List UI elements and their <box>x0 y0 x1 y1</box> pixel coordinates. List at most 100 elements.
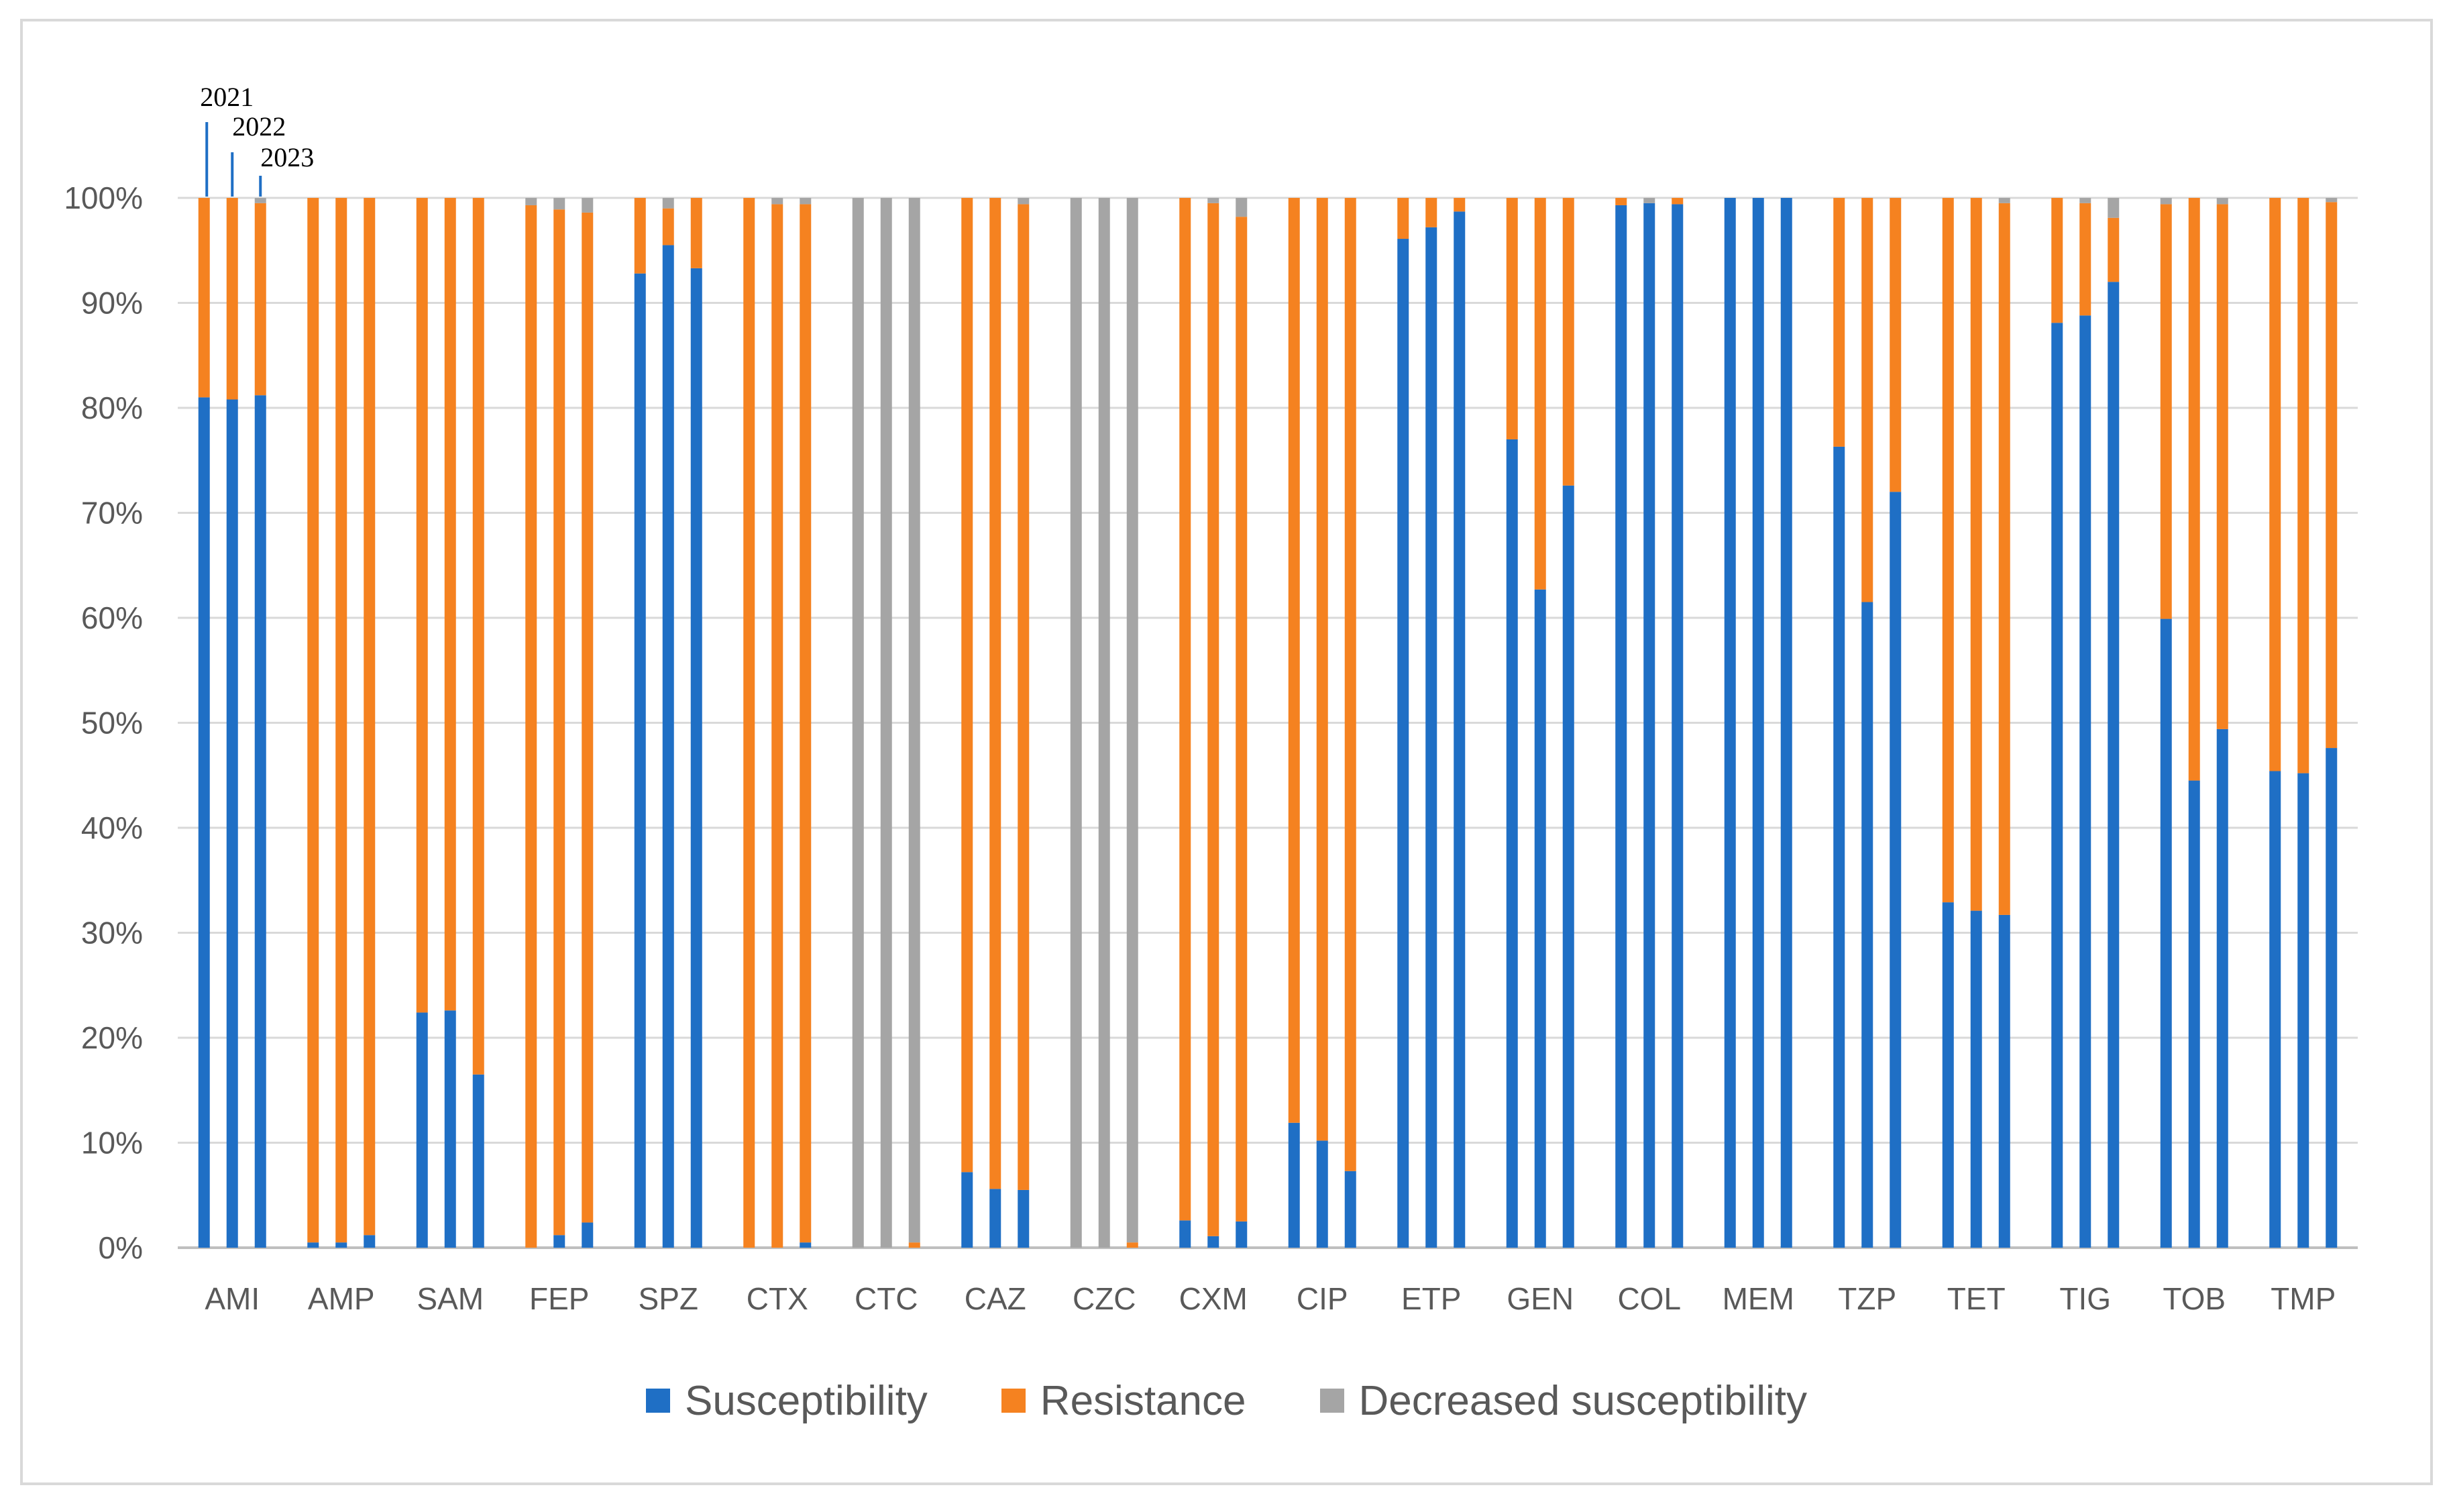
legend-label-resistance: Resistance <box>1040 1377 1246 1424</box>
category-label: FEP <box>529 1281 589 1316</box>
bar-segment-susceptibility <box>634 273 646 1248</box>
category-label: TMP <box>2271 1281 2336 1316</box>
bar-segment-resistance <box>553 209 565 1236</box>
bar-segment-resistance <box>1833 198 1845 447</box>
bar-segment-resistance <box>1562 198 1574 486</box>
bar-segment-susceptibility <box>1643 203 1655 1248</box>
bar-segment-susceptibility <box>1890 492 1902 1248</box>
bar-segment-resistance <box>2108 217 2120 282</box>
year-annotation: 2023 <box>260 142 314 172</box>
bar-segment-susceptibility <box>1236 1221 1248 1248</box>
bar-segment-resistance <box>1534 198 1546 590</box>
bar-segment-decreased-susceptibility <box>662 198 674 209</box>
bar-segment-decreased-susceptibility <box>1643 198 1655 203</box>
bar-segment-susceptibility <box>1207 1236 1219 1248</box>
bar-segment-resistance <box>1316 198 1328 1141</box>
bar-segment-resistance <box>1942 198 1954 903</box>
bar-segment-decreased-susceptibility <box>1098 198 1110 1248</box>
bar-segment-resistance <box>1454 198 1466 212</box>
y-tick-label: 80% <box>81 390 143 425</box>
bar-segment-susceptibility <box>1780 198 1792 1248</box>
legend-item-decreased-susceptibility: Decreased susceptibility <box>1319 1377 1808 1425</box>
bar-segment-decreased-susceptibility <box>254 198 266 203</box>
category-label: COL <box>1617 1281 1681 1316</box>
y-tick-label: 40% <box>81 810 143 845</box>
category-label: ETP <box>1401 1281 1461 1316</box>
bar-segment-decreased-susceptibility <box>1018 198 1030 205</box>
legend: Susceptibility Resistance Decreased susc… <box>0 1374 2453 1427</box>
bar-segment-susceptibility <box>2079 315 2091 1248</box>
bar-segment-resistance <box>1615 198 1627 205</box>
bar-segment-resistance <box>1861 198 1873 602</box>
legend-swatch-decreased-susceptibility <box>1319 1389 1344 1413</box>
bar-segment-resistance <box>1179 198 1191 1221</box>
bar-segment-decreased-susceptibility <box>852 198 864 1248</box>
bar-segment-susceptibility <box>1344 1171 1356 1248</box>
bar-segment-resistance <box>1126 1242 1138 1248</box>
year-annotation: 2022 <box>232 111 286 142</box>
legend-label-decreased-susceptibility: Decreased susceptibility <box>1358 1377 1808 1424</box>
bar-segment-susceptibility <box>553 1235 565 1248</box>
bar-segment-susceptibility <box>582 1222 594 1248</box>
category-label: CTC <box>855 1281 918 1316</box>
category-label: CXM <box>1179 1281 1248 1316</box>
category-label: SPZ <box>639 1281 698 1316</box>
bar-segment-resistance <box>989 198 1001 1189</box>
bar-segment-resistance <box>1018 204 1030 1190</box>
bar-segment-susceptibility <box>2188 780 2200 1248</box>
bar-segment-resistance <box>908 1242 920 1248</box>
bar-segment-resistance <box>444 198 456 1011</box>
bar-segment-resistance <box>525 205 537 1248</box>
category-label: CZC <box>1073 1281 1136 1316</box>
bar-segment-susceptibility <box>1672 204 1684 1248</box>
bar-segment-susceptibility <box>307 1242 319 1248</box>
bar-segment-susceptibility <box>1454 211 1466 1248</box>
bar-segment-resistance <box>800 204 812 1243</box>
bar-segment-decreased-susceptibility <box>553 198 565 210</box>
bar-segment-susceptibility <box>989 1189 1001 1248</box>
y-tick-label: 70% <box>81 496 143 531</box>
category-label: CIP <box>1297 1281 1348 1316</box>
category-label: CTX <box>747 1281 808 1316</box>
bar-segment-resistance <box>1344 198 1356 1171</box>
bar-segment-resistance <box>743 198 755 1248</box>
bar-segment-resistance <box>472 198 484 1075</box>
y-tick-label: 0% <box>99 1230 143 1265</box>
bar-segment-susceptibility <box>662 245 674 1248</box>
bar-segment-resistance <box>335 198 347 1243</box>
bar-segment-resistance <box>771 204 783 1248</box>
bar-segment-resistance <box>226 198 238 400</box>
bar-segment-susceptibility <box>1018 1189 1030 1248</box>
bar-segment-susceptibility <box>2216 728 2228 1248</box>
bar-segment-decreased-susceptibility <box>1236 198 1248 217</box>
bar-segment-susceptibility <box>198 397 210 1248</box>
category-label: TET <box>1947 1281 2006 1316</box>
bar-segment-resistance <box>1890 198 1902 492</box>
legend-item-susceptibility: Susceptibility <box>645 1377 928 1425</box>
bar-segment-resistance <box>2188 198 2200 781</box>
y-tick-label: 50% <box>81 706 143 741</box>
bar-segment-susceptibility <box>800 1242 812 1248</box>
bar-segment-susceptibility <box>961 1172 973 1248</box>
bar-segment-decreased-susceptibility <box>1207 198 1219 203</box>
category-label: AMP <box>308 1281 375 1316</box>
bar-segment-resistance <box>364 198 376 1236</box>
bar-segment-resistance <box>1425 198 1437 227</box>
bar-segment-resistance <box>1998 203 2010 915</box>
y-tick-label: 60% <box>81 600 143 635</box>
y-tick-label: 10% <box>81 1126 143 1160</box>
bar-segment-decreased-susceptibility <box>1998 198 2010 203</box>
bar-segment-resistance <box>1506 198 1518 439</box>
bar-segment-susceptibility <box>1752 198 1764 1248</box>
category-label: SAM <box>417 1281 484 1316</box>
bar-segment-decreased-susceptibility <box>880 198 892 1248</box>
category-label: AMI <box>205 1281 260 1316</box>
bar-segment-resistance <box>2051 198 2063 323</box>
bar-segment-susceptibility <box>1288 1122 1300 1248</box>
bar-segment-resistance <box>254 203 266 396</box>
bar-segment-resistance <box>2216 204 2228 729</box>
bar-segment-resistance <box>1207 203 1219 1236</box>
legend-item-resistance: Resistance <box>1001 1377 1246 1425</box>
bar-segment-susceptibility <box>1942 902 1954 1248</box>
